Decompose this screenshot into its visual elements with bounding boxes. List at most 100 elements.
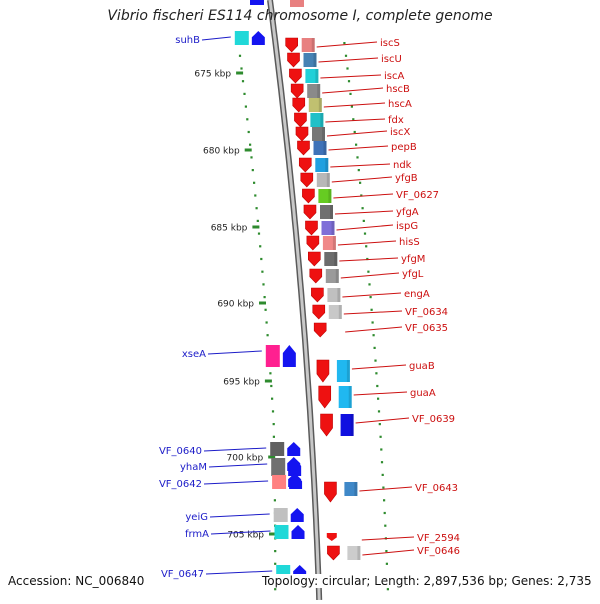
tick-dot (370, 308, 373, 311)
tick-dot (385, 550, 388, 553)
gene-label: hisS (399, 237, 420, 248)
gene-box (274, 525, 289, 539)
kbp-tick-mark (244, 148, 252, 152)
tick-dot (271, 397, 274, 400)
gene-box-shade (335, 269, 339, 283)
gene-suhB: suhB (175, 31, 265, 46)
gene-box (310, 113, 324, 127)
kbp-tick-label: 690 kbp (217, 300, 254, 310)
tick-dot (344, 54, 348, 57)
gene-box (313, 141, 327, 155)
gene-leader (325, 118, 386, 123)
tick-dot (251, 169, 254, 172)
gene-box (270, 442, 285, 456)
gene-arrow (311, 287, 324, 303)
gene-box (328, 305, 342, 319)
tick-dot (357, 169, 360, 172)
tick-dot (383, 499, 386, 502)
tick-dot (384, 524, 387, 527)
kbp-tick-mark (268, 455, 276, 459)
gene-arrow (316, 359, 330, 383)
tick-dot (353, 130, 356, 134)
gene-arrow (306, 235, 320, 251)
gene-arrow (312, 304, 326, 320)
gene-yfgB: yfgB (300, 172, 418, 188)
tick-dot (363, 232, 367, 235)
tick-dot (269, 372, 272, 375)
gene-label: xseA (182, 349, 206, 360)
tick-dot (274, 588, 277, 591)
gene-yhaM: yhaM (180, 458, 302, 487)
tick-dot (272, 423, 275, 426)
gene-leader (359, 486, 413, 492)
gene-arrow (290, 83, 304, 99)
gene-hscB: hscB (290, 83, 410, 99)
tick-dot (367, 270, 370, 273)
tick-dot (376, 384, 379, 388)
gene-yfgM: yfgM (308, 251, 425, 267)
tick-dot (254, 194, 257, 197)
gene-arrow (290, 508, 304, 522)
gene-box (320, 205, 333, 219)
tick-dot (265, 321, 268, 324)
gene-label: iscA (384, 71, 404, 82)
gene-box (272, 475, 287, 489)
gene-arrow (291, 525, 305, 539)
tick-dot (259, 245, 262, 248)
gene-box-shade (354, 482, 358, 496)
gene-iscU: iscU (287, 52, 402, 68)
gene-box (344, 482, 358, 496)
gene-leader (203, 480, 269, 485)
gene-frmA: frmA (185, 525, 305, 540)
tick-dot (350, 105, 353, 108)
gene-arrow (288, 458, 302, 476)
gene-leader (207, 350, 262, 355)
tick-dot (343, 42, 346, 45)
gene-leader (331, 176, 393, 183)
gene-label: VF_0635 (405, 323, 448, 334)
gene-box (308, 98, 322, 112)
tick-dot (382, 486, 385, 489)
gene-arrow (318, 385, 332, 409)
gene-leader (318, 57, 379, 63)
gene-leader (351, 364, 407, 370)
gene-fdx: fdx (294, 112, 404, 128)
gene-label: VF_0647 (161, 569, 204, 580)
tick-dot (347, 80, 351, 83)
gene-box (316, 173, 330, 187)
gene-ispG: ispG (305, 220, 418, 236)
gene-leader (330, 163, 391, 168)
gene-VF_0634: VF_0634 (312, 304, 448, 320)
tick-dot (368, 283, 371, 286)
gene-label: ndk (393, 160, 412, 171)
gene-leader (340, 272, 400, 279)
gene-VF_0642: VF_0642 (159, 475, 303, 490)
gene-yfgA: yfgA (303, 204, 419, 220)
gene-arrow (305, 220, 318, 236)
tick-dot (377, 410, 381, 413)
gene-leader (333, 193, 394, 199)
gene-box-shade (318, 98, 322, 112)
gene-leader (323, 102, 386, 108)
gene-label: yhaM (180, 462, 207, 473)
gene-label: yfgB (395, 173, 418, 184)
gene-VF_2594: VF_2594 (326, 533, 460, 544)
gene-label: hscB (386, 84, 410, 95)
gene-arrow (287, 52, 300, 68)
gene-guaB: guaB (316, 359, 435, 383)
kbp-tick-mark (264, 379, 272, 383)
tick-dot (270, 384, 273, 388)
tick-dot (243, 92, 246, 95)
gene-box (321, 221, 335, 235)
gene-label: ispG (396, 221, 418, 232)
gene-box-shade (348, 386, 352, 408)
gene-box-shade (322, 127, 325, 141)
gene-box-shade (357, 546, 361, 560)
gene-label: VF_0642 (159, 479, 202, 490)
tick-dot (377, 397, 380, 400)
gene-box-shade (331, 221, 335, 235)
gene-leader (353, 391, 408, 396)
gene-yeiG: yeiG (185, 508, 304, 523)
tick-dot (374, 359, 377, 362)
